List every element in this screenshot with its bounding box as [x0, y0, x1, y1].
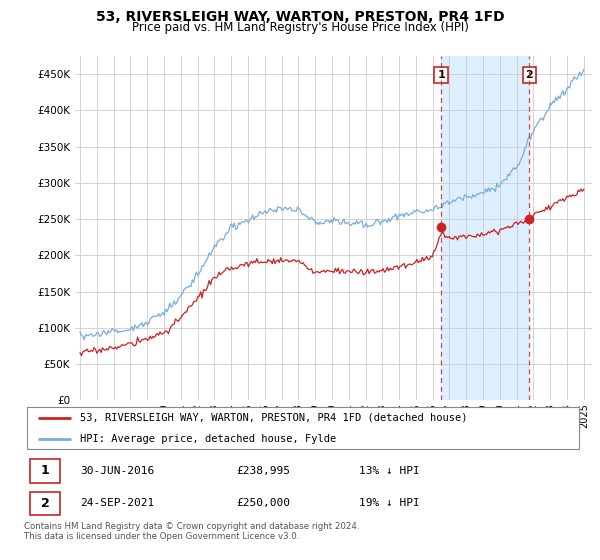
Text: Price paid vs. HM Land Registry's House Price Index (HPI): Price paid vs. HM Land Registry's House …	[131, 21, 469, 34]
Text: 1: 1	[41, 464, 49, 478]
Text: 2: 2	[526, 70, 533, 80]
Text: 53, RIVERSLEIGH WAY, WARTON, PRESTON, PR4 1FD (detached house): 53, RIVERSLEIGH WAY, WARTON, PRESTON, PR…	[80, 413, 467, 423]
Text: 19% ↓ HPI: 19% ↓ HPI	[359, 498, 419, 508]
Text: 13% ↓ HPI: 13% ↓ HPI	[359, 466, 419, 476]
FancyBboxPatch shape	[29, 492, 60, 515]
Text: 1: 1	[437, 70, 445, 80]
Text: HPI: Average price, detached house, Fylde: HPI: Average price, detached house, Fyld…	[80, 435, 336, 444]
FancyBboxPatch shape	[27, 407, 579, 449]
FancyBboxPatch shape	[29, 459, 60, 483]
Text: 2: 2	[41, 497, 49, 510]
Text: 24-SEP-2021: 24-SEP-2021	[80, 498, 154, 508]
Text: 53, RIVERSLEIGH WAY, WARTON, PRESTON, PR4 1FD: 53, RIVERSLEIGH WAY, WARTON, PRESTON, PR…	[95, 10, 505, 24]
Text: 30-JUN-2016: 30-JUN-2016	[80, 466, 154, 476]
Text: Contains HM Land Registry data © Crown copyright and database right 2024.
This d: Contains HM Land Registry data © Crown c…	[24, 522, 359, 542]
Bar	[441, 56, 529, 400]
Text: £250,000: £250,000	[236, 498, 290, 508]
Text: £238,995: £238,995	[236, 466, 290, 476]
